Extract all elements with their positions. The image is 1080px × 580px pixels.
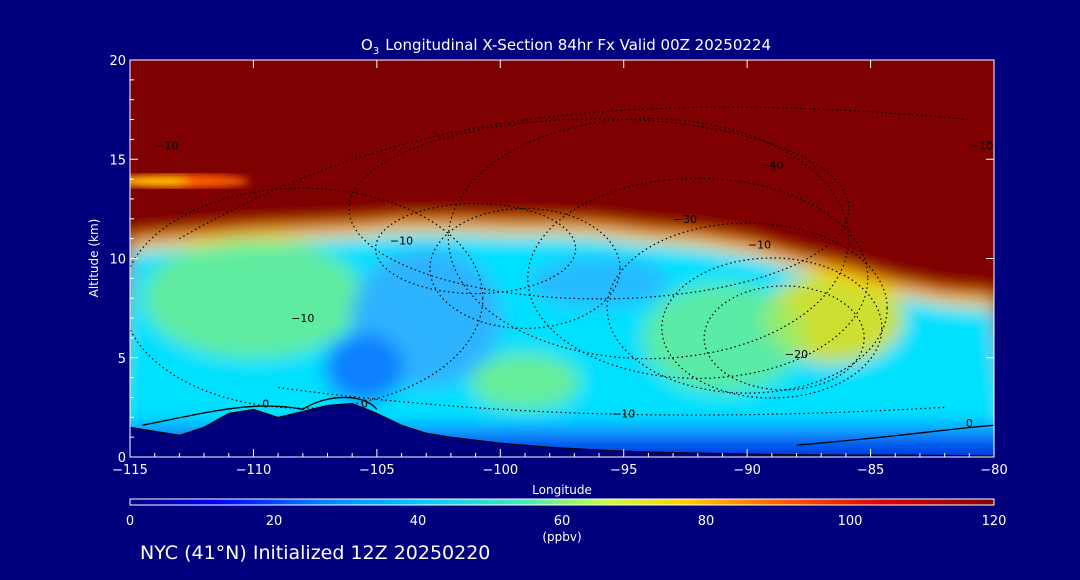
contour-label: −10 — [155, 139, 178, 152]
contour-loop — [447, 118, 850, 360]
green-pocket-east — [642, 282, 803, 393]
colorbar-tick-label: 40 — [410, 514, 427, 529]
contour-label: −10 — [390, 235, 413, 248]
x-tick-label: −85 — [857, 463, 884, 478]
x-tick-label: −100 — [482, 463, 518, 478]
y-axis-label: Altitude (km) — [87, 219, 101, 298]
colorbar-unit-label: (ppbv) — [542, 530, 581, 544]
colorbar-tick-label: 80 — [698, 514, 715, 529]
x-tick-label: −115 — [112, 463, 148, 478]
contour-loop — [527, 177, 869, 379]
x-tick-label: −105 — [359, 463, 395, 478]
contour-label: 0 — [262, 397, 269, 410]
green-pocket-low — [469, 353, 580, 410]
contour-upper — [179, 106, 970, 240]
contour-label: 0 — [966, 417, 973, 430]
blue-core — [324, 332, 405, 403]
colorbar — [129, 498, 995, 506]
contour-label: −10 — [291, 312, 314, 325]
y-tick-label: 15 — [109, 153, 126, 168]
colorbar-tick-label: 0 — [126, 514, 134, 529]
blue-upper — [529, 257, 670, 308]
contour-loop — [348, 118, 850, 300]
contour-label: −10 — [970, 139, 993, 152]
contour-zero-west — [142, 396, 378, 426]
colorbar-ticks: 0 20 40 60 80 100 120 — [126, 514, 1007, 529]
contour-lines — [130, 106, 970, 416]
upper-filament — [130, 174, 250, 189]
contour-zero-east — [796, 424, 994, 446]
x-axis: −115 −110 −105 −100 −95 −90 −85 −80 — [112, 60, 1008, 478]
footer-caption: NYC (41°N) Initialized 12Z 20250220 — [140, 542, 491, 564]
x-axis-label: Longitude — [532, 483, 592, 497]
contour-loop — [130, 187, 484, 409]
contour-loop — [606, 222, 888, 394]
contour-loop — [429, 207, 621, 330]
y-tick-label: 10 — [109, 253, 126, 268]
filament-yellow — [130, 178, 190, 185]
green-pocket-west — [143, 238, 364, 359]
colorbar-tick-label: 120 — [982, 514, 1007, 529]
contour-label: −10 — [612, 407, 635, 420]
colorbar-tick-label: 60 — [554, 514, 571, 529]
contour-loop — [375, 202, 577, 295]
terrain — [130, 402, 994, 457]
ozone-field: −10 −10 −10 −30 −40 −10 −20 −10 −10 0 0 0 — [130, 60, 994, 457]
x-tick-label: −90 — [733, 463, 760, 478]
colorbar-tick-label: 100 — [838, 514, 863, 529]
x-tick-label: −110 — [236, 463, 272, 478]
contour-label: −20 — [785, 348, 808, 361]
contour-label: −40 — [760, 159, 783, 172]
contour-label: 0 — [361, 397, 368, 410]
y-tick-label: 0 — [118, 451, 126, 466]
chart-title: O3 Longitudinal X-Section 84hr Fx Valid 0… — [361, 36, 771, 57]
y-tick-label: 5 — [118, 352, 126, 367]
contour-low — [278, 386, 945, 416]
x-tick-label: −80 — [980, 463, 1007, 478]
contour-loop — [661, 257, 883, 399]
y-tick-label: 20 — [109, 54, 126, 69]
y-axis: 0 5 10 15 20 — [109, 54, 994, 466]
contour-label: −10 — [748, 239, 771, 252]
colorbar-tick-label: 20 — [266, 514, 283, 529]
contour-loop — [703, 285, 865, 391]
x-tick-label: −95 — [610, 463, 637, 478]
contour-label: −30 — [674, 213, 697, 226]
